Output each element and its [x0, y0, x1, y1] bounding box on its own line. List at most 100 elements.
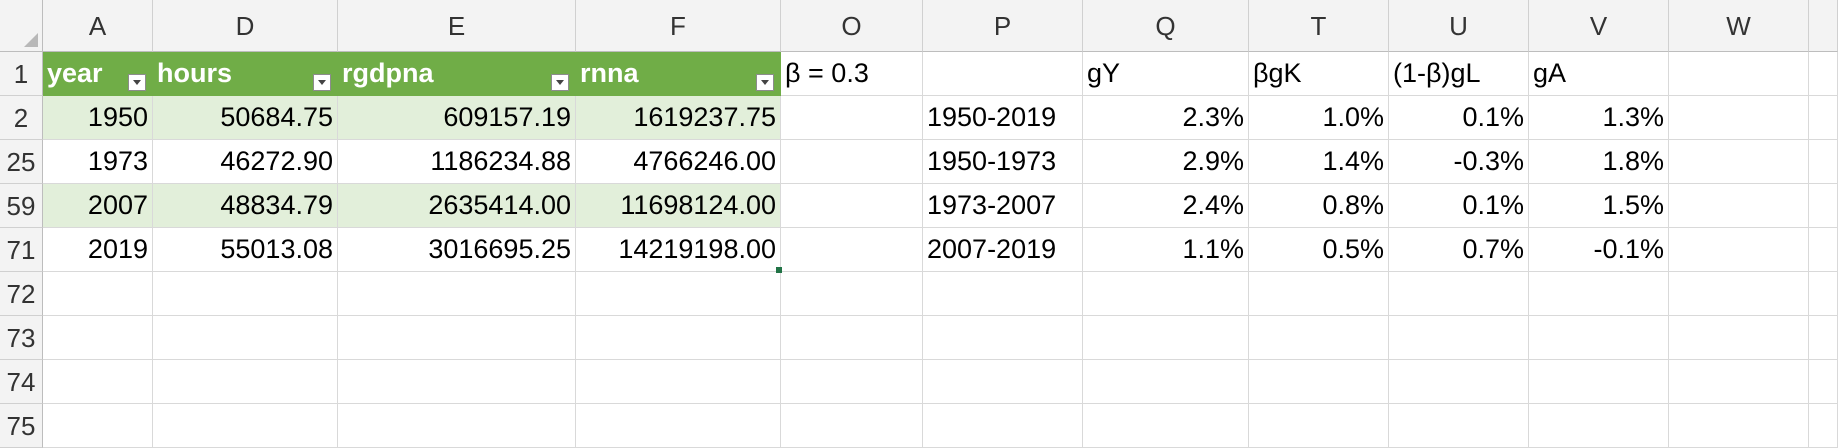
growth-value[interactable]: 1.0%: [1249, 96, 1389, 140]
period-label[interactable]: 1950-1973: [923, 140, 1083, 184]
growth-header-3[interactable]: (1-β)gL: [1389, 52, 1529, 96]
growth-value[interactable]: 0.7%: [1389, 228, 1529, 272]
empty-cell[interactable]: [1249, 272, 1389, 316]
empty-cell[interactable]: [781, 316, 923, 360]
empty-cell[interactable]: [781, 140, 923, 184]
period-label[interactable]: 1950-2019: [923, 96, 1083, 140]
table-cell[interactable]: 50684.75: [153, 96, 338, 140]
table-cell[interactable]: 2007: [43, 184, 153, 228]
table-cell[interactable]: 14219198.00: [576, 228, 781, 272]
column-header-u[interactable]: U: [1389, 0, 1529, 52]
empty-cell[interactable]: [923, 316, 1083, 360]
empty-cell[interactable]: [43, 404, 153, 448]
row-header-74[interactable]: 74: [0, 360, 43, 404]
beta-label[interactable]: β = 0.3: [781, 52, 923, 96]
empty-cell[interactable]: [1669, 404, 1809, 448]
row-header-1[interactable]: 1: [0, 52, 43, 96]
empty-cell[interactable]: [781, 228, 923, 272]
growth-value[interactable]: 0.8%: [1249, 184, 1389, 228]
empty-cell[interactable]: [923, 272, 1083, 316]
column-header-q[interactable]: Q: [1083, 0, 1249, 52]
empty-cell[interactable]: [781, 96, 923, 140]
empty-cell[interactable]: [1249, 360, 1389, 404]
column-header-f[interactable]: F: [576, 0, 781, 52]
empty-cell[interactable]: [1389, 316, 1529, 360]
empty-cell[interactable]: [1083, 272, 1249, 316]
table-cell[interactable]: 2019: [43, 228, 153, 272]
empty-cell[interactable]: [1083, 316, 1249, 360]
empty-cell[interactable]: [43, 316, 153, 360]
table-cell[interactable]: 609157.19: [338, 96, 576, 140]
column-header-p[interactable]: P: [923, 0, 1083, 52]
empty-cell[interactable]: [338, 360, 576, 404]
empty-cell[interactable]: [1083, 404, 1249, 448]
empty-cell[interactable]: [781, 360, 923, 404]
empty-cell[interactable]: [1389, 272, 1529, 316]
growth-header-4[interactable]: gA: [1529, 52, 1669, 96]
empty-cell[interactable]: [1809, 316, 1838, 360]
column-header-e[interactable]: E: [338, 0, 576, 52]
table-cell[interactable]: 3016695.25: [338, 228, 576, 272]
empty-cell[interactable]: [576, 272, 781, 316]
growth-value[interactable]: 0.1%: [1389, 184, 1529, 228]
growth-value[interactable]: 2.9%: [1083, 140, 1249, 184]
empty-cell[interactable]: [1669, 96, 1809, 140]
table-header-year[interactable]: year: [43, 52, 153, 96]
growth-value[interactable]: 1.1%: [1083, 228, 1249, 272]
empty-cell[interactable]: [43, 272, 153, 316]
empty-cell[interactable]: [1529, 360, 1669, 404]
column-header-v[interactable]: V: [1529, 0, 1669, 52]
empty-cell[interactable]: [1389, 404, 1529, 448]
empty-cell[interactable]: [781, 272, 923, 316]
row-header-59[interactable]: 59: [0, 184, 43, 228]
table-header-hours[interactable]: hours: [153, 52, 338, 96]
empty-cell[interactable]: [338, 272, 576, 316]
empty-cell[interactable]: [153, 404, 338, 448]
empty-cell[interactable]: [153, 272, 338, 316]
empty-cell[interactable]: [1669, 272, 1809, 316]
row-header-71[interactable]: 71: [0, 228, 43, 272]
table-cell[interactable]: 4766246.00: [576, 140, 781, 184]
growth-value[interactable]: 1.3%: [1529, 96, 1669, 140]
filter-dropdown-icon[interactable]: [756, 74, 774, 91]
growth-value[interactable]: 1.5%: [1529, 184, 1669, 228]
empty-cell[interactable]: [1083, 360, 1249, 404]
table-cell[interactable]: 1950: [43, 96, 153, 140]
table-header-rgdpna[interactable]: rgdpna: [338, 52, 576, 96]
growth-value[interactable]: -0.3%: [1389, 140, 1529, 184]
empty-cell[interactable]: [1809, 360, 1838, 404]
filter-dropdown-icon[interactable]: [551, 74, 569, 91]
table-cell[interactable]: 1186234.88: [338, 140, 576, 184]
empty-cell[interactable]: [576, 360, 781, 404]
column-header-a[interactable]: A: [43, 0, 153, 52]
empty-cell[interactable]: [1809, 228, 1838, 272]
empty-cell[interactable]: [1669, 360, 1809, 404]
table-cell[interactable]: 11698124.00: [576, 184, 781, 228]
growth-value[interactable]: 0.1%: [1389, 96, 1529, 140]
table-cell[interactable]: 48834.79: [153, 184, 338, 228]
empty-cell[interactable]: [1669, 184, 1809, 228]
empty-cell[interactable]: [781, 404, 923, 448]
growth-value[interactable]: 0.5%: [1249, 228, 1389, 272]
row-header-75[interactable]: 75: [0, 404, 43, 448]
column-header-w[interactable]: W: [1669, 0, 1809, 52]
empty-cell[interactable]: [153, 316, 338, 360]
empty-cell[interactable]: [576, 316, 781, 360]
empty-cell[interactable]: [1529, 404, 1669, 448]
row-header-72[interactable]: 72: [0, 272, 43, 316]
empty-cell[interactable]: [1809, 96, 1838, 140]
empty-cell[interactable]: [338, 404, 576, 448]
empty-cell[interactable]: [1529, 316, 1669, 360]
column-header-t[interactable]: T: [1249, 0, 1389, 52]
column-header-o[interactable]: O: [781, 0, 923, 52]
empty-cell[interactable]: [1389, 360, 1529, 404]
table-cell[interactable]: 55013.08: [153, 228, 338, 272]
period-label[interactable]: 1973-2007: [923, 184, 1083, 228]
table-cell[interactable]: 2635414.00: [338, 184, 576, 228]
empty-cell[interactable]: [1669, 316, 1809, 360]
empty-cell[interactable]: [1249, 404, 1389, 448]
table-cell[interactable]: 46272.90: [153, 140, 338, 184]
filter-dropdown-icon[interactable]: [313, 74, 331, 91]
empty-cell[interactable]: [1669, 140, 1809, 184]
growth-header-1[interactable]: gY: [1083, 52, 1249, 96]
